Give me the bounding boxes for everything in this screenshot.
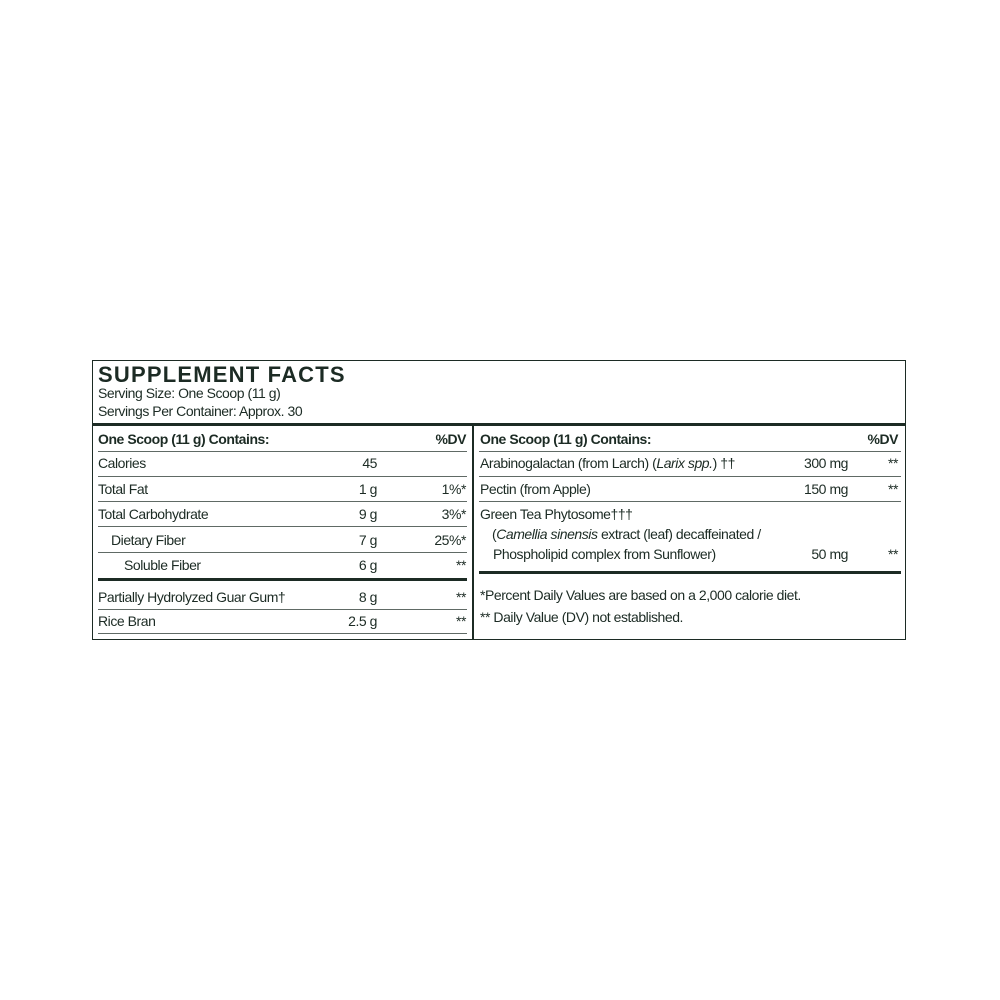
rule: [98, 633, 467, 634]
arabinogalactan-name: Arabinogalactan (from Larch) (Larix spp.…: [480, 455, 735, 471]
nutrient-amount: 6 g: [358, 557, 378, 573]
column-divider: [472, 425, 474, 639]
nutrient-dv: 25%*: [434, 532, 466, 548]
divider: [93, 423, 905, 426]
green-tea-dv: **: [888, 546, 898, 562]
green-tea-name: Green Tea Phytosome†††: [480, 506, 633, 522]
rule: [98, 451, 467, 452]
nutrient-dv: **: [456, 589, 466, 605]
nutrient-amount: 1 g: [358, 481, 378, 497]
right-header: One Scoop (11 g) Contains:: [480, 431, 652, 447]
rule: [98, 476, 467, 477]
nutrient-dv: **: [456, 613, 466, 629]
arabinogalactan-amount: 300 mg: [804, 455, 848, 471]
nutrient-dv: 3%*: [441, 506, 467, 522]
nutrient-name: Calories: [98, 455, 146, 471]
rule: [479, 451, 901, 452]
nutrient-name: Total Carbohydrate: [98, 506, 209, 522]
rule: [98, 552, 467, 553]
rule: [479, 501, 901, 502]
footnote-dv-not-established: ** Daily Value (DV) not established.: [480, 609, 683, 625]
nutrient-dv: 1%*: [441, 481, 467, 497]
nutrient-amount: 9 g: [358, 506, 378, 522]
pectin-amount: 150 mg: [804, 481, 848, 497]
nutrient-name: Total Fat: [98, 481, 148, 497]
nutrient-name: Rice Bran: [98, 613, 156, 629]
green-tea-detail-2: Phospholipid complex from Sunflower): [493, 546, 716, 562]
nutrient-amount: 45: [362, 455, 377, 471]
panel-title: SUPPLEMENT FACTS: [98, 362, 346, 387]
rule: [98, 609, 467, 610]
nutrient-dv: **: [456, 557, 466, 573]
nutrient-name: Partially Hydrolyzed Guar Gum†: [98, 589, 286, 605]
pectin-name: Pectin (from Apple): [480, 481, 591, 497]
serving-size: Serving Size: One Scoop (11 g): [98, 385, 281, 401]
rule: [98, 578, 467, 581]
facts-panel: [92, 360, 906, 640]
thick-rule: [479, 571, 901, 574]
nutrient-name: Soluble Fiber: [124, 557, 201, 573]
rule: [479, 476, 901, 477]
pectin-dv: **: [888, 481, 898, 497]
footnote-percent-dv: *Percent Daily Values are based on a 2,0…: [480, 587, 801, 603]
right-dv-header: %DV: [867, 431, 898, 447]
nutrient-amount: 2.5 g: [348, 613, 377, 629]
nutrient-amount: 7 g: [358, 532, 378, 548]
rule: [98, 501, 467, 502]
servings-per-container: Servings Per Container: Approx. 30: [98, 403, 303, 419]
left-header: One Scoop (11 g) Contains:: [98, 431, 270, 447]
arabinogalactan-dv: **: [888, 455, 898, 471]
nutrient-amount: 8 g: [358, 589, 378, 605]
green-tea-detail: (Camellia sinensis extract (leaf) decaff…: [492, 526, 761, 542]
nutrient-name: Dietary Fiber: [111, 532, 186, 548]
rule: [98, 526, 467, 527]
left-dv-header: %DV: [435, 431, 466, 447]
green-tea-amount: 50 mg: [811, 546, 848, 562]
